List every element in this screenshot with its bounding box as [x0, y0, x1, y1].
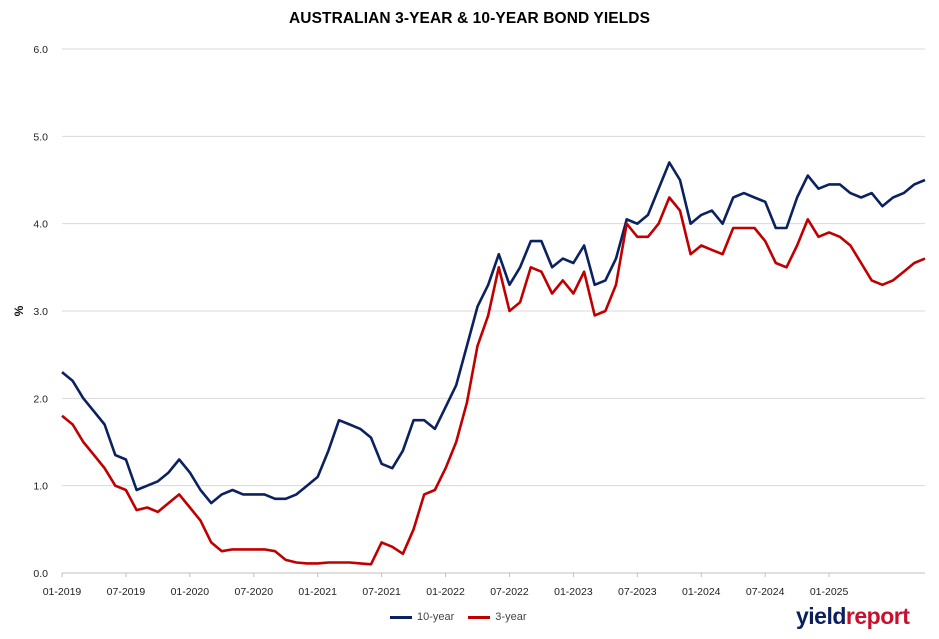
- y-tick-label: 5.0: [33, 131, 48, 143]
- series-line-3-year: [61, 196, 926, 566]
- legend-label-10-year: 10-year: [417, 611, 455, 623]
- y-tick-label: 6.0: [33, 44, 48, 56]
- legend-swatch-3-year: [468, 615, 491, 619]
- yieldreport-logo: yieldreport: [796, 603, 910, 629]
- x-tick-label: 07-2019: [107, 586, 146, 598]
- x-tick-label: 07-2022: [490, 586, 529, 598]
- x-tick-label: 01-2025: [810, 586, 849, 598]
- legend-item-3-year: 3-year: [468, 611, 526, 623]
- gridlines: [62, 48, 925, 574]
- x-tick-label: 01-2021: [298, 586, 337, 598]
- x-tick-label: 01-2022: [426, 586, 465, 598]
- y-axis-label: %: [12, 305, 26, 316]
- x-tick-label: 01-2024: [682, 586, 721, 598]
- chart-title: AUSTRALIAN 3-YEAR & 10-YEAR BOND YIELDS: [288, 10, 651, 27]
- y-tick-label: 1.0: [33, 481, 48, 493]
- x-tick-label: 01-2019: [43, 586, 82, 598]
- x-tick-label: 07-2024: [746, 586, 785, 598]
- x-tick-label: 07-2021: [362, 586, 401, 598]
- y-tick-label: 2.0: [33, 393, 48, 405]
- x-tick-label: 01-2023: [554, 586, 593, 598]
- y-tick-label: 0.0: [33, 568, 48, 580]
- y-axis: 0.0 1.0 2.0 3.0 4.0 5.0 6.0: [33, 44, 48, 580]
- legend-swatch-10-year: [390, 615, 412, 619]
- x-tick-label: 07-2023: [618, 586, 657, 598]
- x-tick-label: 07-2020: [235, 586, 274, 598]
- x-tick-label: 01-2020: [171, 586, 210, 598]
- y-tick-label: 4.0: [33, 219, 48, 231]
- legend-item-10-year: 10-year: [390, 611, 454, 623]
- y-tick-label: 3.0: [33, 306, 48, 318]
- legend: 10-year 3-year: [390, 611, 540, 623]
- series-lines: [61, 161, 926, 566]
- series-line-10-year: [61, 161, 926, 505]
- legend-label-3-year: 3-year: [495, 611, 527, 623]
- x-axis: 01-2019 07-2019 01-2020 07-2020 01-2021 07-20…: [43, 573, 849, 598]
